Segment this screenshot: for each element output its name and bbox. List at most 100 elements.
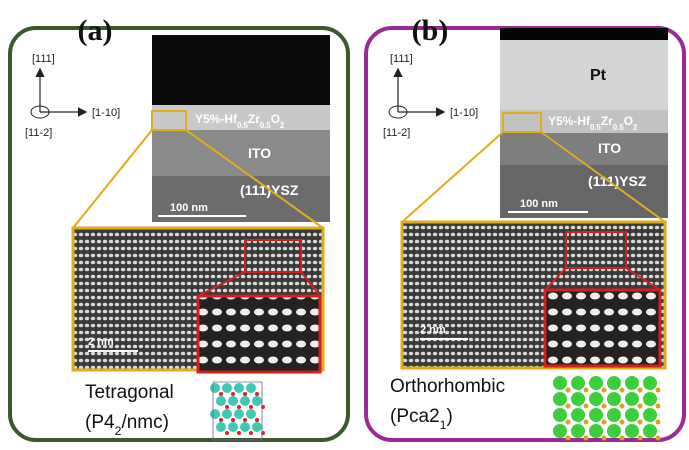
crystal-atom (625, 392, 639, 406)
inset-image (198, 296, 320, 372)
layer-label-part: O (624, 114, 633, 128)
crystal-atom (656, 388, 661, 393)
crystal-atom (584, 404, 589, 409)
crystal-atom (553, 408, 567, 422)
crystal-atom (222, 409, 232, 419)
phase-name: Tetragonal (85, 382, 174, 403)
crystal-atom (255, 392, 259, 396)
crystal-atom (656, 404, 661, 409)
crystal-atom (210, 409, 220, 419)
crystal-atom (625, 408, 639, 422)
crystal-atom (589, 424, 603, 438)
crystal-atom (571, 376, 585, 390)
layer-label-part: 0.5 (613, 123, 625, 132)
layer-label: ITO (248, 145, 271, 161)
space-group-part: /nmc) (121, 412, 169, 433)
layer-label-part: 0.5 (237, 121, 249, 130)
space-group-part: (Pca2 (390, 406, 440, 427)
crystal-atom (234, 409, 244, 419)
crystal-atom (240, 396, 250, 406)
crystal-atom (252, 422, 262, 432)
zoom-line (402, 132, 503, 222)
crystal-atom (638, 404, 643, 409)
layer-label: ITO (598, 140, 621, 156)
crystal-atom (584, 420, 589, 425)
crystal-atom (553, 376, 567, 390)
crystal-atom (584, 388, 589, 393)
scale-bar-label: 100 nm (520, 198, 558, 210)
layer-label-part: Zr (248, 112, 260, 126)
crystal-atom (656, 420, 661, 425)
crystal-atom (225, 405, 229, 409)
crystal-atom (638, 388, 643, 393)
crystal-atom (584, 436, 589, 441)
layer-label: Pt (590, 67, 607, 84)
crystal-atom (210, 383, 220, 393)
crystal-atom (566, 420, 571, 425)
axis-label: [1-10] (92, 107, 120, 119)
crystal-atom (566, 404, 571, 409)
crystal-atom (643, 424, 657, 438)
crystal-atom (252, 396, 262, 406)
crystal-atom (243, 418, 247, 422)
crystal-atom (246, 409, 256, 419)
crystal-atom (602, 404, 607, 409)
crystal-atom (219, 418, 223, 422)
crystal-atom (643, 408, 657, 422)
crystal-atom (228, 422, 238, 432)
crystal-atom (625, 424, 639, 438)
tem-layer (500, 40, 668, 110)
layer-label-part: Y5%-Hf (548, 114, 591, 128)
figure: (a)[111][1-10][11-2]Y5%-Hf0.5Zr0.5O2ITO(… (0, 0, 689, 450)
crystal-atom (625, 376, 639, 390)
crystal-atom (643, 376, 657, 390)
tem-layer (500, 28, 668, 40)
crystal-atom (607, 408, 621, 422)
axis-label: [11-2] (25, 127, 52, 139)
crystal-atom (602, 420, 607, 425)
crystal-atom (602, 436, 607, 441)
crystal-atom (231, 392, 235, 396)
crystal-atom (553, 424, 567, 438)
crystal-atom (240, 422, 250, 432)
layer-label-part: 2 (280, 121, 285, 130)
crystal-atom (234, 383, 244, 393)
crystal-atom (638, 420, 643, 425)
crystal-atom (553, 392, 567, 406)
crystal-atom (620, 436, 625, 441)
axis-label: [111] (390, 53, 413, 65)
phase-name: Orthorhombic (390, 376, 505, 397)
scale-bar-label: 100 nm (170, 202, 208, 214)
crystal-atom (602, 388, 607, 393)
panel-label: (b) (412, 14, 449, 47)
crystal-atom (246, 383, 256, 393)
space-group-part: (P4 (85, 412, 115, 433)
crystal-atom (225, 431, 229, 435)
crystal-atom (656, 436, 661, 441)
crystal-atom (607, 424, 621, 438)
panel-label: (a) (78, 14, 113, 47)
tem-layer (500, 133, 668, 165)
axis-label: [11-2] (383, 127, 410, 139)
layer-label-part: 0.5 (590, 123, 602, 132)
tem-layer (152, 35, 330, 105)
crystal-atom (566, 436, 571, 441)
crystal-atom (620, 420, 625, 425)
crystal-atom (249, 405, 253, 409)
crystal-atom (228, 396, 238, 406)
space-group: (Pca21) (390, 406, 453, 432)
crystal-atom (620, 404, 625, 409)
crystal-atom (571, 408, 585, 422)
crystal-atom (607, 376, 621, 390)
crystal-atom (255, 418, 259, 422)
layer-label-part: Zr (601, 114, 613, 128)
crystal-atom (249, 431, 253, 435)
scale-bar-label: 2 nm (88, 336, 114, 348)
zoom-line (73, 130, 152, 228)
crystal-atom (231, 418, 235, 422)
layer-label-part: O (271, 112, 280, 126)
crystal-atom (589, 376, 603, 390)
crystal-atom (571, 392, 585, 406)
space-group: (P42/nmc) (85, 412, 169, 438)
crystal-atom (620, 388, 625, 393)
